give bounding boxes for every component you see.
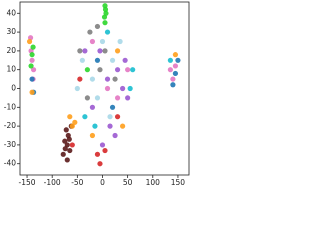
point [77, 76, 83, 82]
point [112, 132, 118, 139]
point [104, 76, 111, 82]
y-tick-label: 10 [6, 65, 16, 74]
point [89, 76, 96, 82]
point [79, 57, 85, 63]
point [67, 114, 73, 120]
point [94, 151, 101, 157]
point [117, 38, 123, 45]
x-tick-label: 150 [171, 178, 186, 187]
point [125, 67, 131, 73]
point [60, 151, 66, 157]
point [97, 161, 103, 167]
point [107, 123, 113, 129]
point [30, 67, 37, 73]
point [82, 114, 88, 120]
point [92, 123, 98, 129]
x-tick-label: -150 [19, 178, 36, 187]
y-tick-label: 40 [6, 8, 16, 17]
point [102, 147, 108, 154]
point [172, 70, 179, 77]
point [127, 85, 133, 92]
x-tick-label: -100 [44, 178, 61, 187]
point [94, 57, 101, 63]
point [74, 85, 80, 92]
y-tick-label: 20 [6, 46, 16, 55]
point [172, 63, 179, 69]
y-tick-label: -30 [4, 140, 16, 149]
point [103, 10, 109, 16]
point [69, 142, 75, 148]
point [172, 52, 179, 58]
y-tick-label: -10 [4, 102, 16, 111]
point [99, 142, 106, 148]
point [102, 48, 108, 54]
point [30, 44, 36, 50]
point [109, 104, 116, 110]
point [89, 38, 96, 45]
point [72, 119, 78, 125]
point [84, 67, 90, 73]
chart: -150 -100 -50 0 50 100 150-40-30-20-1001020304… [4, 1, 190, 187]
point [97, 48, 103, 54]
point [26, 38, 33, 45]
x-tick-label: -50 [71, 178, 83, 187]
point [114, 48, 121, 54]
point [62, 138, 68, 144]
point [170, 82, 176, 88]
point [29, 89, 35, 95]
point [109, 57, 116, 63]
point [94, 95, 101, 101]
point [104, 29, 111, 35]
point [120, 123, 126, 129]
point [112, 76, 118, 82]
point [29, 76, 35, 82]
point [62, 146, 68, 152]
point [114, 67, 121, 73]
point [167, 57, 173, 63]
point [66, 136, 72, 142]
point [29, 57, 35, 63]
point [114, 95, 121, 101]
point [67, 147, 73, 154]
y-tick-label: -20 [4, 121, 16, 130]
point [170, 76, 176, 82]
point [125, 95, 131, 101]
point [69, 123, 75, 129]
point [63, 127, 69, 133]
point [89, 132, 96, 139]
point [120, 85, 126, 92]
x-tick-label: 50 [123, 178, 133, 187]
point [82, 48, 88, 54]
point [28, 63, 34, 69]
point [97, 67, 103, 73]
point [84, 95, 90, 101]
y-tick-label: -40 [4, 159, 16, 168]
point [99, 38, 106, 45]
point [175, 57, 181, 63]
point [107, 114, 113, 120]
x-tick-label: 100 [146, 178, 161, 187]
point [102, 20, 108, 26]
x-tick-label: 0 [100, 178, 105, 187]
point [87, 29, 93, 35]
point [167, 67, 173, 73]
point [130, 67, 136, 73]
point [89, 104, 96, 110]
point [77, 48, 83, 54]
y-tick-label: 30 [6, 27, 16, 36]
point [29, 52, 35, 58]
point [104, 85, 111, 92]
point [94, 23, 101, 30]
point [122, 57, 128, 63]
y-tick-label: 0 [11, 84, 16, 93]
point [114, 114, 121, 120]
point [64, 157, 70, 163]
